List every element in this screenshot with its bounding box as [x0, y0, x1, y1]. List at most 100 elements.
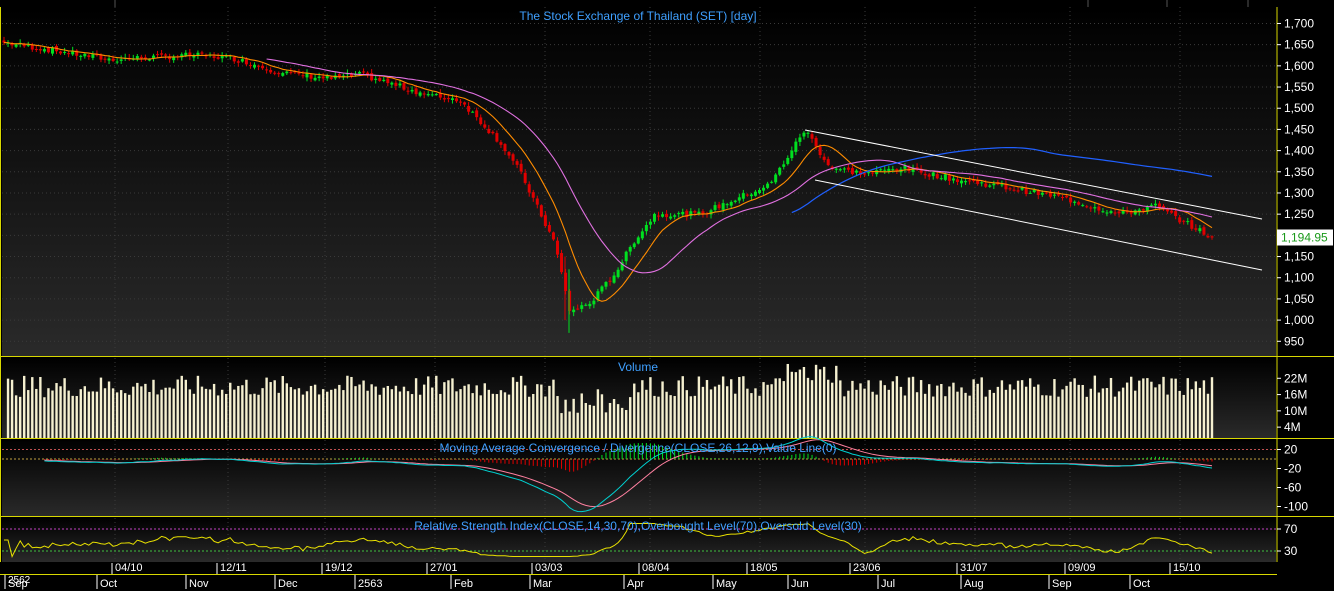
volume-bar [746, 388, 749, 438]
volume-bar [1041, 395, 1044, 438]
candle-body [261, 65, 265, 69]
volume-bar [1093, 375, 1097, 438]
x-top-label: 23/06 [853, 562, 881, 574]
volume-bar [932, 396, 935, 438]
x-bottom-label: Aug [964, 578, 984, 590]
candle-body [531, 192, 535, 198]
volume-bar [984, 396, 987, 438]
rsi-line [4, 523, 1213, 558]
x-bottom-label: Sep [8, 578, 28, 590]
candle-body [568, 290, 572, 311]
volume-bar [410, 394, 414, 438]
volume-bar [891, 381, 895, 438]
volume-bar [689, 396, 693, 438]
candle-body [1202, 227, 1206, 235]
candle-body [135, 56, 139, 59]
candle-body [786, 157, 790, 164]
x-bottom-label: Jun [791, 578, 809, 590]
volume-bar [23, 375, 26, 438]
candle-body [733, 200, 737, 202]
volume-bar [810, 380, 814, 438]
candle-body [923, 173, 927, 176]
volume-bar [164, 387, 167, 438]
price-y-tick: 1,650 [1284, 38, 1314, 52]
trend-line-upper [804, 129, 1263, 220]
volume-bar [321, 389, 325, 438]
volume-bar [414, 378, 418, 438]
volume-bar [495, 394, 499, 438]
volume-bar [750, 393, 753, 438]
candle-body [313, 77, 317, 81]
volume-bar [758, 395, 761, 438]
price-y-tick: 1,400 [1284, 144, 1314, 158]
volume-bar [200, 386, 204, 438]
volume-bar [851, 380, 854, 438]
candle-body [636, 237, 640, 244]
volume-bar [309, 385, 313, 438]
volume-bar [818, 369, 822, 438]
volume-bar [673, 396, 676, 438]
candle-body [564, 272, 568, 291]
candle-body [402, 82, 406, 90]
candle-body [309, 74, 313, 79]
volume-bar [915, 392, 919, 438]
candle-body [410, 89, 414, 92]
candle-body [1056, 194, 1060, 196]
trend-line-lower [814, 179, 1263, 271]
candle-body [1145, 206, 1149, 212]
volume-bar [168, 387, 171, 438]
volume-bar [431, 387, 434, 438]
volume-bar [725, 386, 729, 438]
candle-body [91, 54, 95, 58]
candle-body [1032, 189, 1036, 193]
candle-body [269, 69, 273, 73]
volume-bar [87, 391, 91, 438]
volume-bar [63, 378, 66, 438]
price-y-tick: 1,450 [1284, 122, 1314, 136]
ma-long-line [791, 147, 1213, 214]
volume-bar [523, 385, 527, 438]
x-bottom-label: Apr [627, 578, 644, 590]
volume-bar [1117, 391, 1121, 438]
candle-body [867, 172, 871, 174]
candle-body [1206, 235, 1210, 238]
volume-bar [1198, 387, 1202, 438]
volume-bar [358, 384, 361, 438]
macd-y-tick: -100 [1284, 500, 1308, 514]
volume-bar [208, 389, 212, 438]
volume-bar [491, 393, 495, 438]
candle-body [87, 55, 91, 58]
volume-bar [1057, 396, 1060, 438]
volume-bar [439, 393, 442, 438]
candle-body [919, 168, 923, 173]
candle-body [34, 48, 38, 50]
candle-body [980, 182, 984, 184]
volume-bar [612, 399, 616, 438]
volume-bar [39, 377, 42, 438]
volume-bar [697, 376, 701, 438]
candle-body [463, 102, 467, 105]
candle-body [414, 88, 418, 95]
volume-bar [734, 393, 737, 438]
candle-body [2, 40, 6, 43]
candle-body [139, 56, 143, 59]
volume-y-tick: 4M [1284, 420, 1301, 434]
volume-bar [483, 383, 486, 438]
candle-body [14, 44, 18, 47]
volume-bar [1069, 381, 1072, 438]
volume-bar [79, 389, 82, 438]
candle-body [1149, 204, 1153, 206]
volume-bar [140, 386, 143, 438]
candle-body [1081, 205, 1085, 207]
candle-body [943, 174, 947, 180]
candle-body [160, 53, 164, 55]
candle-body [1012, 189, 1016, 191]
candle-body [713, 205, 717, 210]
volume-bar [661, 381, 664, 438]
candle-body [495, 133, 499, 142]
volume-bar [786, 363, 789, 438]
volume-bar [1004, 389, 1008, 438]
volume-bar [669, 395, 672, 438]
candle-body [802, 132, 806, 137]
volume-bar [390, 389, 394, 438]
